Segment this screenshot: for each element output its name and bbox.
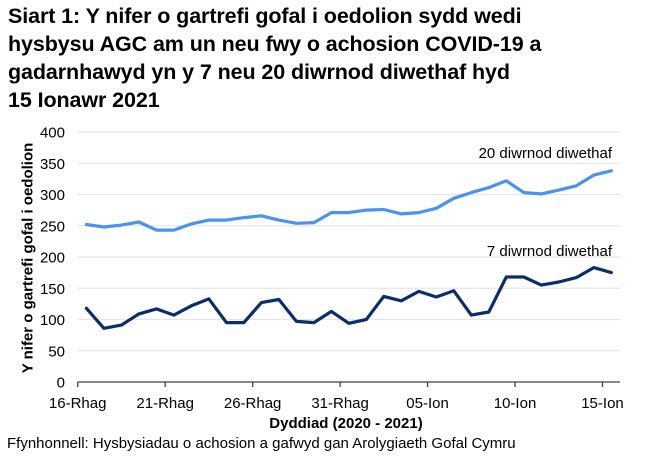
x-tick-label: 16-Rhag	[49, 395, 107, 412]
y-tick-label: 400	[40, 125, 65, 142]
series-label-20-day: 20 diwrnod diwethaf	[479, 145, 613, 162]
y-tick-label: 250	[40, 218, 65, 235]
y-tick-label: 100	[40, 312, 65, 329]
x-axis-label: Dyddiad (2020 - 2021)	[269, 415, 423, 432]
x-axis: 16-Rhag 21-Rhag 26-Rhag 31-Rhag 05-Ion 10-Ion…	[49, 381, 624, 412]
y-tick-label: 150	[40, 281, 65, 298]
series-line-20-day	[84, 169, 613, 232]
gridlines	[77, 131, 620, 352]
y-tick-label: 50	[48, 343, 65, 360]
y-axis-ticks: 0 50 100 150 200 250 300 350 400	[40, 125, 65, 392]
y-tick-label: 350	[40, 156, 65, 173]
chart-title-line: hysbysu AGC am un neu fwy o achosion COV…	[8, 32, 542, 56]
x-tick-label: 31-Rhag	[311, 395, 369, 412]
y-axis-label: Y nifer o gartrefi gofal i oedolion	[19, 142, 37, 374]
chart-title-line: 15 Ionawr 2021	[8, 88, 160, 112]
y-tick-label: 200	[40, 250, 65, 267]
x-tick-label: 15-Ion	[581, 395, 624, 412]
series-label-7-day: 7 diwrnod diwethaf	[487, 243, 613, 260]
x-tick-label: 26-Rhag	[224, 395, 282, 412]
chart-title-line: Siart 1: Y nifer o gartrefi gofal i oedo…	[8, 4, 522, 28]
source-note: Ffynhonnell: Hysbysiadau o achosion a ga…	[7, 435, 516, 452]
y-tick-label: 0	[57, 375, 65, 392]
x-tick-label: 21-Rhag	[136, 395, 194, 412]
series-labels: 20 diwrnod diwethaf 7 diwrnod diwethaf	[479, 145, 613, 260]
series-line-7-day	[84, 266, 613, 330]
x-tick-label: 05-Ion	[406, 395, 449, 412]
y-tick-label: 300	[40, 187, 65, 204]
series-lines	[84, 169, 613, 330]
chart-title-line: gadarnhawyd yn y 7 neu 20 diwrnod diweth…	[8, 60, 510, 84]
x-tick-label: 10-Ion	[494, 395, 537, 412]
chart-title: Siart 1: Y nifer o gartrefi gofal i oedo…	[8, 2, 648, 114]
